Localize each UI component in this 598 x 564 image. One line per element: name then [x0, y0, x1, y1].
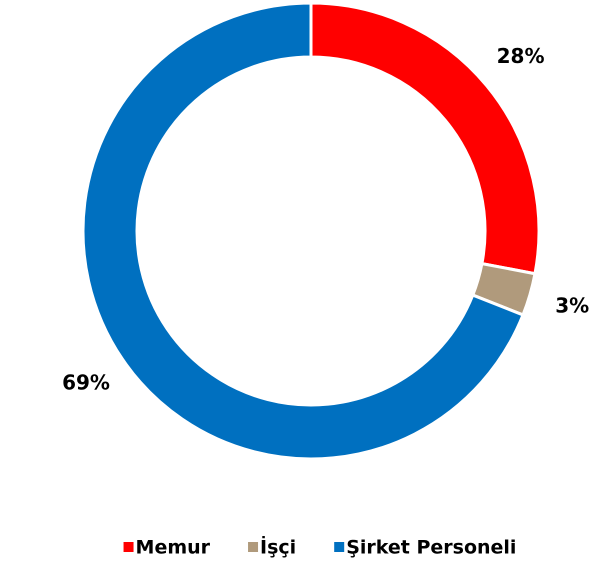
legend-swatch: [248, 542, 259, 552]
donut-slice: [81, 1, 525, 461]
legend-label: Memur: [136, 537, 211, 559]
legend-swatch: [334, 542, 345, 552]
legend-swatch: [123, 542, 134, 552]
legend-label: İşçi: [260, 535, 296, 559]
data-label: 28%: [497, 44, 545, 68]
legend-label: Şirket Personeli: [346, 537, 516, 559]
data-label: 69%: [62, 370, 110, 394]
data-label: 3%: [555, 293, 589, 317]
